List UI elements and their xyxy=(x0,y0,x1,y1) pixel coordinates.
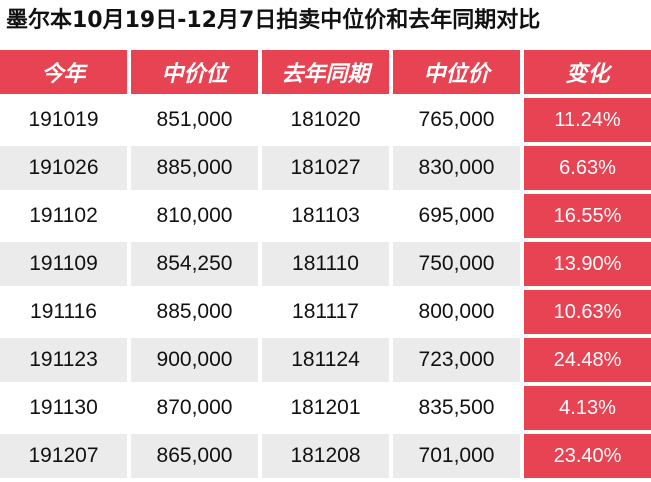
header-last-year: 去年同期 xyxy=(262,50,389,94)
cell-median-last-year: 695,000 xyxy=(393,194,520,238)
cell-median-last-year: 830,000 xyxy=(393,146,520,190)
page-title: 墨尔本10月19日-12月7日拍卖中位价和去年同期对比 xyxy=(6,8,541,33)
cell-median-this-year: 885,000 xyxy=(131,146,258,190)
cell-median-this-year: 885,000 xyxy=(131,290,258,334)
cell-last-year: 181124 xyxy=(262,338,389,382)
table-row: 191130 870,000 181201 835,500 4.13% xyxy=(0,386,651,430)
cell-this-year: 191109 xyxy=(0,242,127,286)
header-median-last-year: 中位价 xyxy=(393,50,520,94)
cell-last-year: 181110 xyxy=(262,242,389,286)
cell-median-last-year: 765,000 xyxy=(393,98,520,142)
header-change: 变化 xyxy=(524,50,651,94)
cell-change: 10.63% xyxy=(524,290,651,334)
table-row: 191026 885,000 181027 830,000 6.63% xyxy=(0,146,651,190)
cell-median-this-year: 865,000 xyxy=(131,434,258,478)
cell-last-year: 181208 xyxy=(262,434,389,478)
cell-median-last-year: 835,500 xyxy=(393,386,520,430)
cell-median-last-year: 701,000 xyxy=(393,434,520,478)
cell-median-this-year: 851,000 xyxy=(131,98,258,142)
cell-this-year: 191019 xyxy=(0,98,127,142)
comparison-table: 今年 中价位 去年同期 中位价 变化 191019 851,000 181020… xyxy=(0,46,651,482)
cell-median-last-year: 723,000 xyxy=(393,338,520,382)
cell-last-year: 181117 xyxy=(262,290,389,334)
header-median-this-year: 中价位 xyxy=(131,50,258,94)
cell-median-this-year: 900,000 xyxy=(131,338,258,382)
cell-this-year: 191026 xyxy=(0,146,127,190)
cell-this-year: 191130 xyxy=(0,386,127,430)
cell-change: 24.48% xyxy=(524,338,651,382)
table-row: 191019 851,000 181020 765,000 11.24% xyxy=(0,98,651,142)
cell-median-this-year: 870,000 xyxy=(131,386,258,430)
cell-change: 11.24% xyxy=(524,98,651,142)
cell-change: 23.40% xyxy=(524,434,651,478)
cell-change: 6.63% xyxy=(524,146,651,190)
cell-this-year: 191123 xyxy=(0,338,127,382)
table-header-row: 今年 中价位 去年同期 中位价 变化 xyxy=(0,50,651,94)
header-this-year: 今年 xyxy=(0,50,127,94)
table-row: 191109 854,250 181110 750,000 13.90% xyxy=(0,242,651,286)
cell-change: 13.90% xyxy=(524,242,651,286)
cell-this-year: 191116 xyxy=(0,290,127,334)
table-row: 191116 885,000 181117 800,000 10.63% xyxy=(0,290,651,334)
cell-median-last-year: 750,000 xyxy=(393,242,520,286)
cell-last-year: 181201 xyxy=(262,386,389,430)
cell-median-last-year: 800,000 xyxy=(393,290,520,334)
table-row: 191207 865,000 181208 701,000 23.40% xyxy=(0,434,651,478)
cell-last-year: 181020 xyxy=(262,98,389,142)
cell-median-this-year: 854,250 xyxy=(131,242,258,286)
cell-this-year: 191207 xyxy=(0,434,127,478)
cell-last-year: 181027 xyxy=(262,146,389,190)
table-row: 191123 900,000 181124 723,000 24.48% xyxy=(0,338,651,382)
cell-this-year: 191102 xyxy=(0,194,127,238)
cell-change: 16.55% xyxy=(524,194,651,238)
table-row: 191102 810,000 181103 695,000 16.55% xyxy=(0,194,651,238)
cell-last-year: 181103 xyxy=(262,194,389,238)
cell-median-this-year: 810,000 xyxy=(131,194,258,238)
cell-change: 4.13% xyxy=(524,386,651,430)
